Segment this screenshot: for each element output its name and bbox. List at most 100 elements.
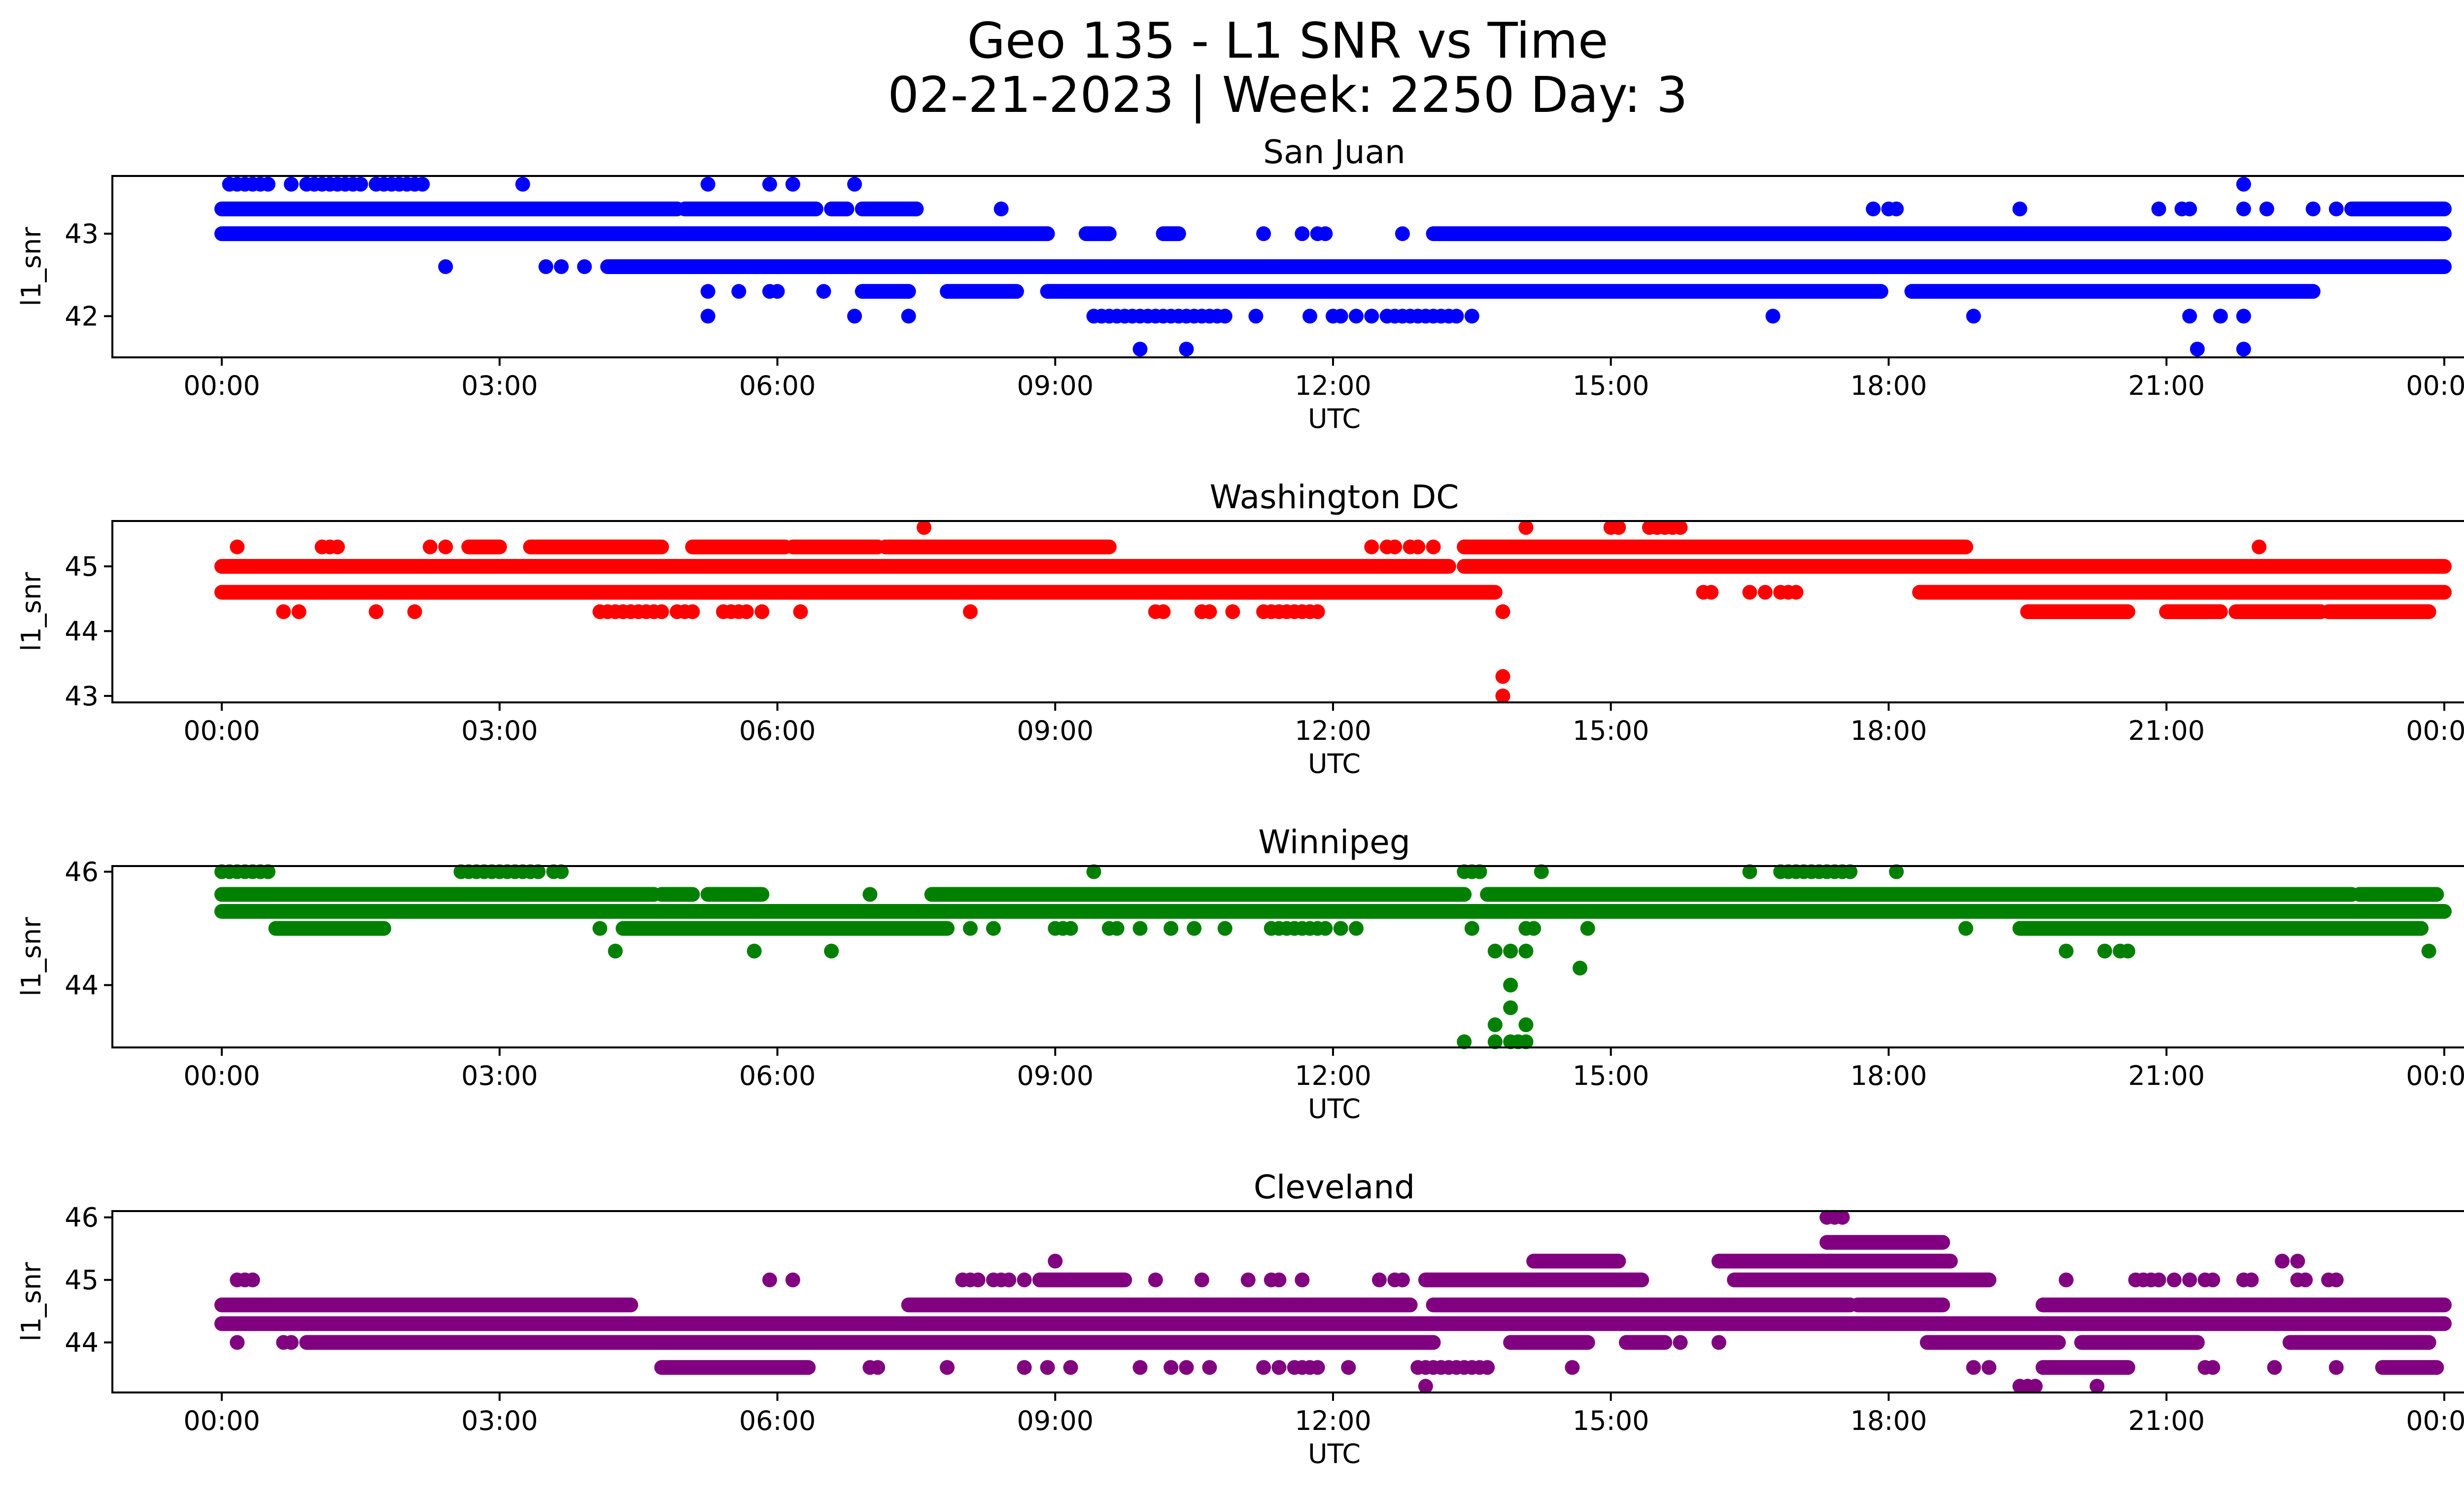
data-point xyxy=(230,539,245,555)
data-point xyxy=(2305,201,2321,216)
axes-frame xyxy=(111,1210,2464,1393)
data-point xyxy=(2298,1272,2313,1287)
data-point xyxy=(1179,1360,1194,1375)
data-point xyxy=(824,943,839,959)
data-point xyxy=(1966,309,1981,324)
data-point xyxy=(2328,1272,2344,1287)
data-point xyxy=(785,1272,800,1287)
data-points xyxy=(214,520,2452,703)
data-point xyxy=(2058,1272,2074,1287)
axes-frame xyxy=(111,520,2464,703)
data-point xyxy=(2328,1360,2344,1375)
data-point xyxy=(1982,1360,1997,1375)
data-point xyxy=(739,604,754,619)
data-point xyxy=(2151,201,2166,216)
x-axis-label: UTC xyxy=(1308,748,1361,779)
data-point xyxy=(1202,604,1217,619)
data-point xyxy=(2028,1379,2043,1394)
data-point xyxy=(917,520,932,535)
data-point xyxy=(1866,201,1881,216)
data-point xyxy=(785,176,800,192)
axes-frame xyxy=(111,175,2464,358)
x-tick-label: 00:00 xyxy=(2406,1405,2464,1436)
data-point xyxy=(1086,864,1101,879)
data-point xyxy=(1611,520,1626,535)
data-point xyxy=(1017,1272,1032,1287)
y-tick-label: 42 xyxy=(65,301,99,332)
data-point xyxy=(700,309,716,324)
data-point xyxy=(2205,1272,2221,1287)
data-point xyxy=(1573,961,1588,975)
data-point xyxy=(245,1272,260,1287)
data-point xyxy=(1017,1360,1032,1375)
data-point xyxy=(2213,309,2228,324)
data-point xyxy=(260,864,275,879)
data-point xyxy=(1457,1034,1472,1049)
data-point xyxy=(515,176,530,192)
data-point xyxy=(700,176,716,192)
y-axis-label: l1_snr xyxy=(16,1262,47,1342)
data-point xyxy=(291,604,307,619)
data-point xyxy=(1148,1272,1163,1287)
x-tick-label: 18:00 xyxy=(1850,370,1927,401)
data-point xyxy=(754,604,770,619)
data-point xyxy=(1341,1360,1356,1375)
x-tick-label: 00:00 xyxy=(2406,1060,2464,1091)
data-point xyxy=(793,604,808,619)
x-tick-label: 00:00 xyxy=(183,370,260,401)
data-point xyxy=(2012,201,2027,216)
x-axis-label: UTC xyxy=(1308,403,1361,434)
data-point xyxy=(283,176,299,192)
data-point xyxy=(1534,864,1549,879)
y-tick-label: 44 xyxy=(65,616,99,647)
axes-frame xyxy=(111,865,2464,1048)
x-tick-label: 03:00 xyxy=(461,370,538,401)
data-point xyxy=(1472,864,1487,879)
subplot-title: Washington DC xyxy=(1210,478,1459,516)
data-point xyxy=(554,864,569,879)
panel-san-juan: San Juan 00:00 03:00 06:00 09:00 12:00 15:00 18… xyxy=(16,133,2464,434)
x-tick-label: 18:00 xyxy=(1850,1405,1927,1436)
x-tick-label: 21:00 xyxy=(2128,715,2205,746)
data-point xyxy=(2097,943,2112,959)
x-tick-label: 00:00 xyxy=(2406,715,2464,746)
data-point xyxy=(1333,309,1348,324)
data-point xyxy=(1132,342,1148,357)
data-point xyxy=(1495,669,1510,684)
data-point xyxy=(407,604,422,619)
data-point xyxy=(1418,1379,1433,1394)
data-point xyxy=(1742,864,1757,879)
data-point xyxy=(1526,921,1541,936)
subplot-title: San Juan xyxy=(1263,133,1405,171)
data-point xyxy=(970,1272,986,1287)
x-tick-label: 03:00 xyxy=(461,1405,538,1436)
data-point xyxy=(1565,1360,1580,1375)
x-tick-label: 21:00 xyxy=(2128,1060,2205,1091)
data-point xyxy=(2275,1253,2290,1269)
data-point xyxy=(1187,921,1202,936)
data-point xyxy=(700,284,716,299)
data-point xyxy=(1256,1360,1271,1375)
data-point xyxy=(909,201,924,216)
data-point xyxy=(608,943,623,959)
data-point xyxy=(747,943,762,959)
data-point xyxy=(1457,539,1472,555)
data-point xyxy=(1580,921,1595,936)
data-point xyxy=(1487,1017,1503,1032)
x-tick-label: 18:00 xyxy=(1850,715,1927,746)
x-tick-label: 00:00 xyxy=(2406,370,2464,401)
y-tick-label: 43 xyxy=(65,218,99,249)
data-point xyxy=(962,921,978,936)
data-point xyxy=(901,309,916,324)
data-point xyxy=(816,284,831,299)
x-tick-label: 03:00 xyxy=(461,1060,538,1091)
figure-title: Geo 135 - L1 SNR vs Time xyxy=(967,12,1608,70)
data-point xyxy=(1704,585,1719,600)
data-point xyxy=(770,284,785,299)
data-point xyxy=(1495,887,1510,902)
data-point xyxy=(1711,1335,1726,1350)
data-point xyxy=(1487,943,1503,959)
y-axis-label: l1_snr xyxy=(16,227,47,307)
data-point xyxy=(2328,201,2344,216)
